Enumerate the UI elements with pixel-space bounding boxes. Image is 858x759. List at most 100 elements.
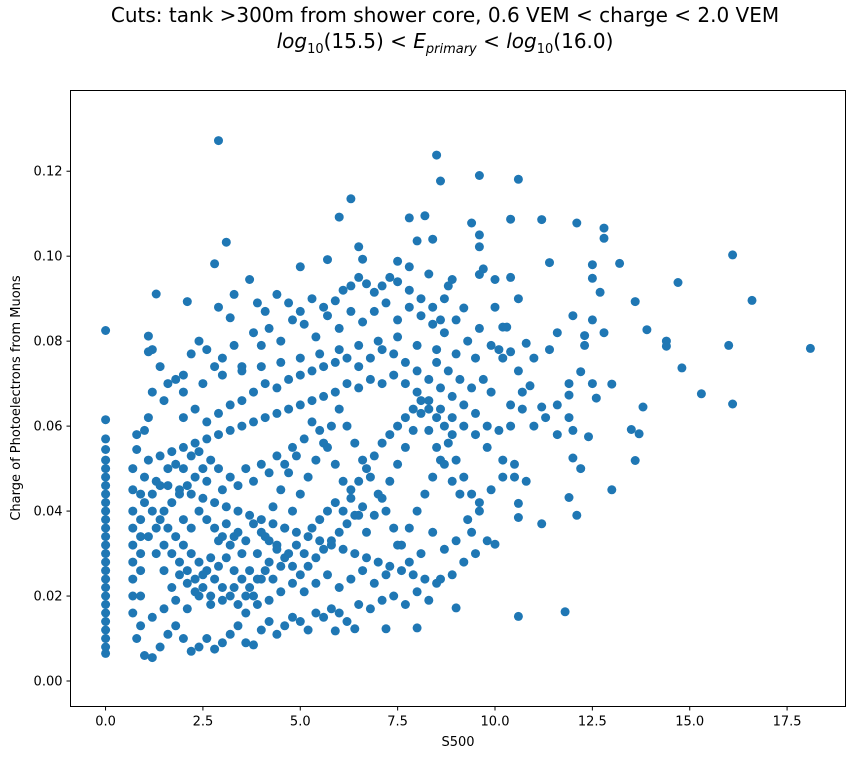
data-point	[268, 502, 278, 512]
data-point	[397, 566, 406, 576]
data-point	[354, 272, 364, 282]
data-point	[288, 578, 297, 588]
data-point	[151, 523, 161, 533]
data-point	[101, 326, 111, 335]
data-point	[439, 421, 449, 431]
data-point	[486, 340, 496, 350]
data-point	[101, 617, 111, 626]
data-point	[307, 366, 317, 376]
data-point	[217, 583, 227, 592]
data-point	[221, 502, 231, 512]
data-point	[194, 557, 204, 567]
data-point	[362, 553, 371, 563]
data-point	[463, 336, 473, 346]
data-point	[178, 413, 188, 423]
data-point	[311, 608, 321, 618]
data-point	[101, 634, 111, 643]
data-point	[245, 275, 255, 284]
data-point	[358, 455, 368, 465]
data-point	[506, 421, 516, 431]
data-point	[568, 425, 578, 435]
data-point	[673, 278, 683, 287]
data-point	[163, 629, 173, 639]
data-point	[642, 325, 652, 335]
data-point	[326, 536, 336, 546]
data-point	[393, 315, 403, 325]
data-point	[128, 557, 138, 567]
data-point	[459, 557, 469, 567]
data-point	[400, 600, 410, 609]
data-point	[342, 617, 352, 626]
data-point	[576, 464, 586, 474]
data-point	[272, 451, 282, 461]
data-point	[498, 353, 508, 363]
data-point	[229, 340, 239, 350]
data-point	[171, 532, 181, 542]
data-point	[186, 489, 196, 499]
data-point	[163, 481, 173, 491]
data-point	[416, 396, 426, 406]
data-point	[163, 523, 173, 533]
data-point	[428, 234, 438, 244]
data-point	[342, 519, 352, 529]
data-point	[182, 566, 192, 576]
data-point	[128, 608, 138, 618]
data-point	[584, 432, 593, 442]
data-point	[587, 260, 597, 270]
data-point	[101, 523, 111, 533]
data-point	[439, 328, 449, 338]
data-point	[101, 481, 111, 491]
data-point	[206, 591, 216, 601]
data-point	[217, 353, 227, 363]
data-point	[101, 498, 111, 508]
data-point	[463, 515, 473, 525]
data-point	[459, 303, 469, 313]
data-point	[432, 442, 442, 452]
data-point	[311, 455, 321, 465]
data-point	[171, 374, 181, 384]
data-point	[167, 549, 177, 559]
data-point	[163, 379, 173, 389]
data-point	[404, 557, 414, 567]
data-point	[552, 328, 562, 338]
data-point	[295, 306, 305, 316]
data-point	[342, 421, 352, 431]
data-point	[393, 256, 403, 266]
data-point	[299, 587, 309, 597]
data-point	[346, 493, 356, 503]
data-point	[521, 338, 531, 348]
data-point	[805, 343, 815, 353]
data-point	[245, 566, 255, 576]
data-point	[599, 223, 609, 233]
data-point	[217, 532, 227, 542]
data-point	[323, 255, 332, 265]
data-point	[256, 527, 266, 537]
data-point	[354, 600, 364, 609]
data-point	[634, 429, 644, 439]
data-point	[128, 506, 138, 516]
data-point	[132, 430, 142, 440]
data-point	[319, 391, 329, 401]
data-point	[264, 323, 274, 333]
data-point	[225, 591, 235, 601]
data-point	[151, 289, 161, 299]
data-point	[147, 506, 157, 516]
data-point	[416, 311, 426, 321]
data-point	[350, 549, 360, 559]
data-point	[163, 464, 173, 474]
data-point	[350, 510, 360, 520]
data-point	[490, 275, 500, 284]
data-point	[295, 262, 305, 272]
data-point	[677, 363, 687, 373]
data-point	[342, 379, 352, 389]
data-point	[338, 476, 348, 486]
data-point	[365, 604, 375, 614]
data-point	[587, 315, 597, 325]
data-point	[412, 236, 422, 246]
data-point	[214, 408, 223, 418]
data-point	[284, 374, 294, 384]
data-point	[143, 532, 153, 542]
data-point	[432, 578, 442, 588]
data-point	[385, 430, 395, 440]
data-point	[315, 536, 325, 546]
